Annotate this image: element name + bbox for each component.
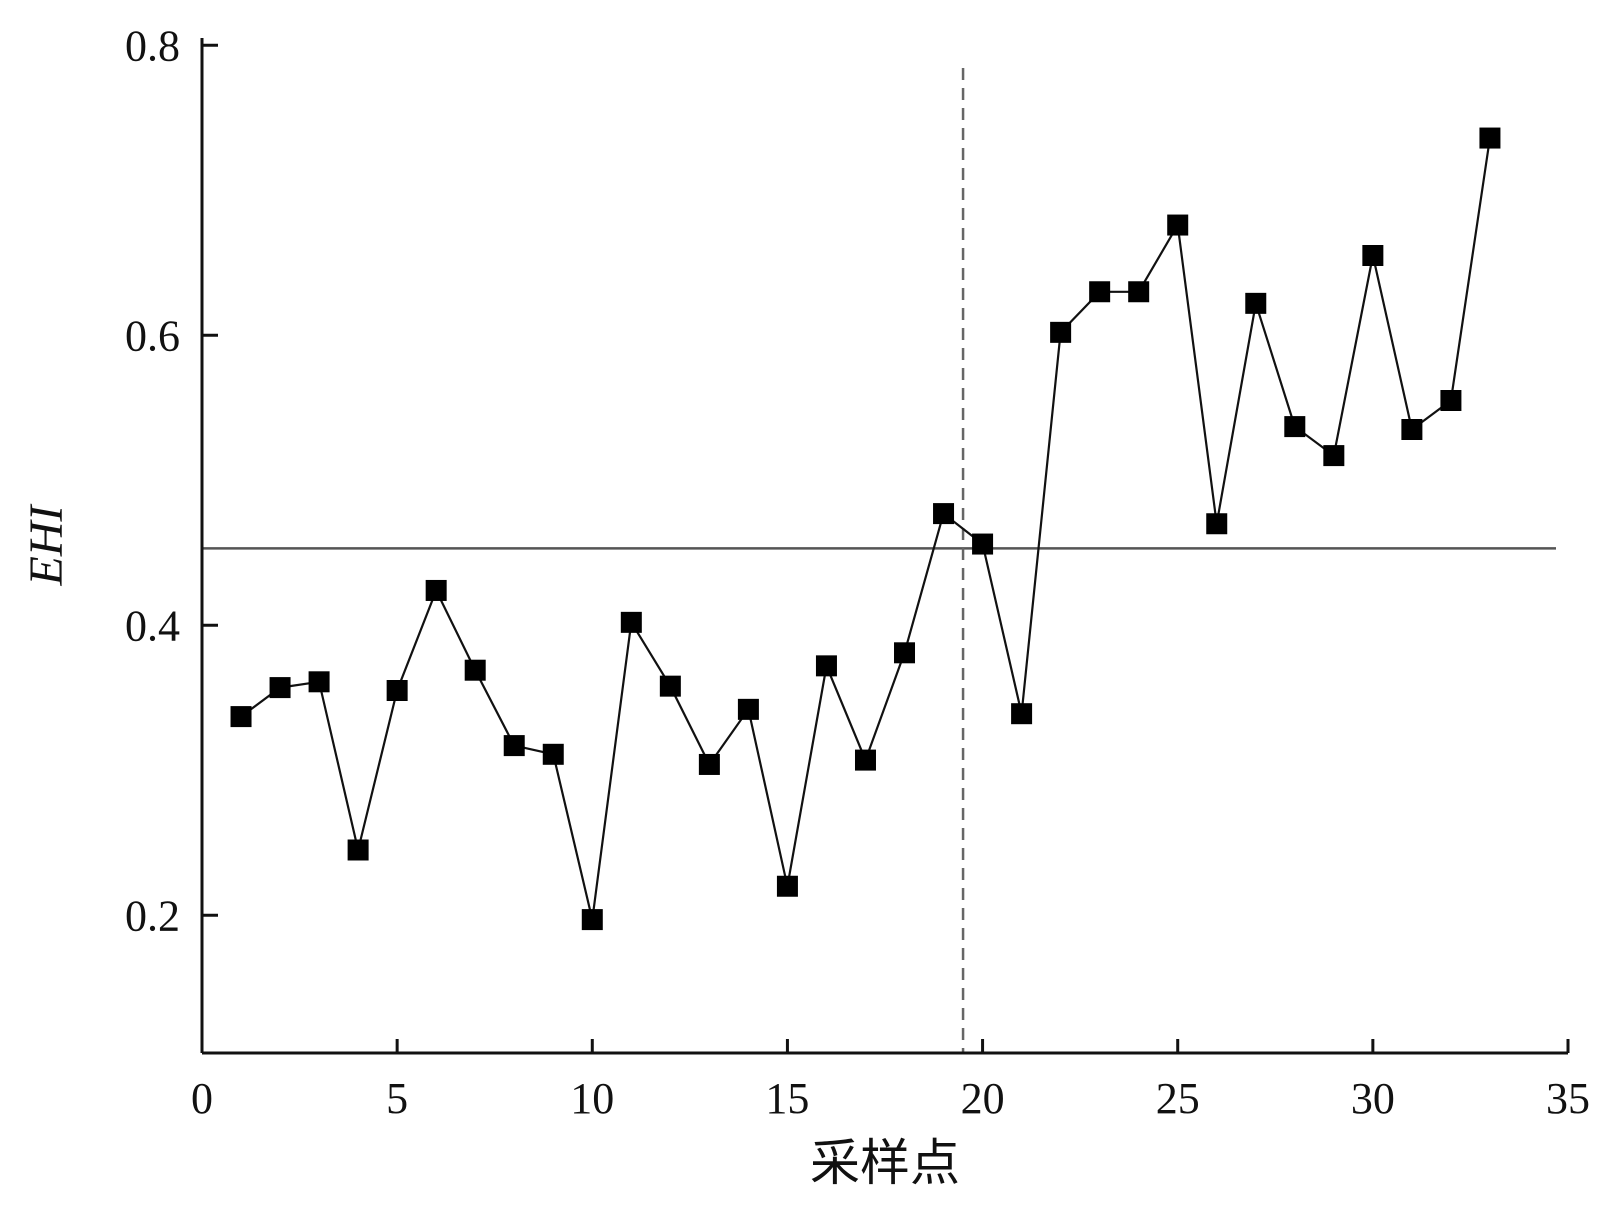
x-tick-label: 20 (961, 1074, 1005, 1123)
data-point-marker (1440, 390, 1462, 411)
data-point-marker (894, 642, 916, 664)
y-axis-title: EHI (20, 504, 73, 587)
x-tick-label: 5 (386, 1074, 408, 1123)
data-point-marker (308, 671, 330, 693)
data-point-marker (581, 909, 603, 931)
data-point-marker (1167, 214, 1189, 236)
data-point-marker (1011, 703, 1033, 725)
data-point-marker (659, 675, 681, 697)
data-point-marker (542, 743, 564, 765)
x-tick-label: 35 (1546, 1074, 1590, 1123)
data-point-marker (230, 706, 252, 728)
data-point-marker (620, 611, 642, 633)
reference-lines (202, 68, 1556, 1053)
x-tick-label: 25 (1156, 1074, 1200, 1123)
data-point-marker (933, 503, 955, 525)
data-point-marker (269, 677, 291, 699)
x-tick-label: 10 (570, 1074, 614, 1123)
data-point-marker (1362, 245, 1384, 266)
data-point-marker (1128, 281, 1150, 303)
y-ticks: 0.2 0.4 0.6 0.8 (125, 21, 218, 940)
data-point-marker (972, 533, 994, 555)
axes (200, 38, 1568, 1055)
data-point-marker (737, 698, 759, 720)
data-point-marker (1050, 321, 1072, 343)
data-point-marker (1479, 127, 1501, 149)
data-point-marker (1401, 419, 1423, 440)
data-point-marker (386, 680, 408, 701)
data-point-marker (464, 659, 486, 681)
data-point-marker (815, 655, 837, 677)
data-point-marker (1284, 416, 1306, 438)
data-point-marker (503, 735, 525, 757)
data-point-marker (347, 839, 369, 861)
data-point-marker (776, 875, 798, 897)
data-point-marker (1206, 513, 1228, 535)
data-point-marker (1089, 281, 1111, 303)
x-tick-label: 30 (1351, 1074, 1395, 1123)
y-tick-label: 0.2 (125, 891, 180, 940)
x-ticks: 0 5 10 15 20 25 30 35 (191, 1039, 1590, 1123)
x-axis-title: 采样点 (810, 1134, 960, 1192)
y-tick-label: 0.8 (125, 21, 180, 70)
x-tick-label: 0 (191, 1074, 213, 1123)
x-tick-label: 15 (765, 1074, 809, 1123)
series-line (240, 137, 1491, 920)
data-point-marker (425, 579, 447, 601)
data-point-marker (1245, 292, 1267, 314)
y-tick-label: 0.4 (125, 601, 180, 650)
data-point-marker (698, 753, 720, 775)
series-layer (230, 127, 1501, 931)
y-tick-label: 0.6 (125, 311, 180, 360)
data-point-marker (1323, 445, 1345, 467)
data-point-marker (854, 749, 876, 771)
